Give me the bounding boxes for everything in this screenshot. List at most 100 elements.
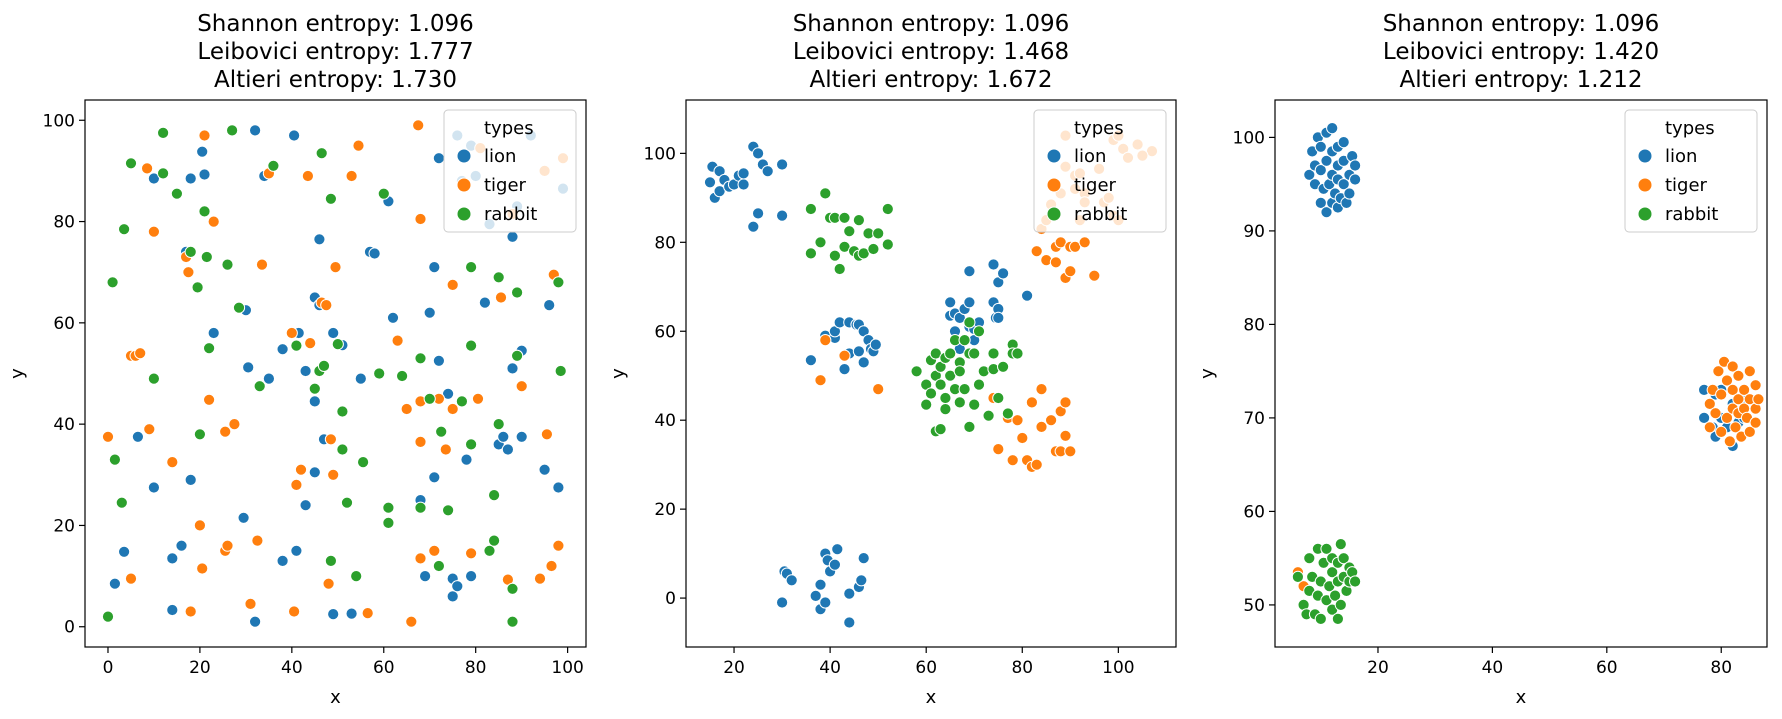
data-point-rabbit bbox=[972, 378, 986, 391]
data-point-lion bbox=[1349, 173, 1362, 186]
data-point-tiger bbox=[361, 607, 374, 620]
data-point-lion bbox=[1698, 411, 1711, 424]
data-point-rabbit bbox=[115, 496, 128, 509]
y-tick-label: 20 bbox=[654, 500, 676, 520]
data-point-lion bbox=[354, 372, 367, 385]
data-point-tiger bbox=[327, 468, 340, 481]
data-point-lion bbox=[506, 362, 519, 375]
y-tick-label: 0 bbox=[665, 589, 676, 609]
data-point-rabbit bbox=[184, 245, 197, 258]
data-point-rabbit bbox=[838, 211, 851, 224]
y-tick-label: 70 bbox=[1243, 409, 1265, 429]
data-point-rabbit bbox=[483, 544, 496, 557]
data-point-rabbit bbox=[1349, 575, 1362, 588]
legend-label-rabbit: rabbit bbox=[484, 204, 537, 225]
legend-label-tiger: tiger bbox=[1665, 175, 1708, 196]
data-point-tiger bbox=[304, 337, 317, 350]
data-point-rabbit bbox=[552, 276, 565, 289]
data-point-rabbit bbox=[881, 238, 894, 251]
x-axis-label: x bbox=[1516, 687, 1527, 708]
data-point-lion bbox=[776, 596, 789, 609]
chart-title-line: Altieri entropy: 1.212 bbox=[1399, 67, 1642, 93]
data-point-lion bbox=[538, 463, 551, 476]
data-point-lion bbox=[423, 306, 436, 319]
data-point-tiger bbox=[1049, 256, 1063, 269]
data-point-lion bbox=[843, 616, 856, 629]
data-point-rabbit bbox=[108, 453, 122, 466]
data-point-tiger bbox=[198, 129, 211, 142]
legend-title: types bbox=[484, 118, 534, 139]
data-point-tiger bbox=[471, 392, 485, 405]
scatter-points bbox=[703, 129, 1159, 629]
data-point-tiger bbox=[1030, 458, 1043, 471]
chart-title-line: Leibovici entropy: 1.420 bbox=[1383, 39, 1659, 65]
data-point-lion bbox=[843, 587, 856, 600]
legend-label-lion: lion bbox=[1074, 146, 1106, 167]
data-point-tiger bbox=[182, 266, 195, 279]
data-point-tiger bbox=[1703, 421, 1716, 434]
data-point-lion bbox=[752, 207, 765, 220]
data-point-rabbit bbox=[226, 124, 239, 137]
data-point-rabbit bbox=[814, 236, 827, 249]
data-point-lion bbox=[147, 172, 160, 185]
x-tick-label: 0 bbox=[103, 658, 114, 678]
legend-marker-lion bbox=[1046, 148, 1062, 164]
data-point-rabbit bbox=[315, 147, 328, 160]
y-axis-label: y bbox=[1197, 368, 1218, 379]
data-point-tiger bbox=[320, 299, 333, 312]
data-point-rabbit bbox=[804, 247, 818, 260]
data-point-tiger bbox=[992, 443, 1005, 456]
data-point-rabbit bbox=[1337, 552, 1350, 565]
data-point-lion bbox=[198, 168, 211, 181]
data-point-tiger bbox=[814, 374, 827, 387]
data-point-rabbit bbox=[488, 489, 501, 502]
data-point-tiger bbox=[1743, 425, 1756, 438]
data-point-rabbit bbox=[968, 347, 981, 360]
data-point-tiger bbox=[405, 615, 418, 628]
y-tick-label: 40 bbox=[53, 415, 75, 435]
legend-marker-rabbit bbox=[1637, 206, 1653, 222]
data-point-tiger bbox=[545, 559, 558, 573]
data-point-lion bbox=[747, 220, 760, 233]
y-tick-label: 50 bbox=[1243, 596, 1265, 616]
data-point-rabbit bbox=[221, 258, 234, 271]
y-tick-label: 100 bbox=[644, 144, 676, 164]
data-point-tiger bbox=[147, 225, 160, 238]
data-point-lion bbox=[166, 603, 179, 617]
data-point-rabbit bbox=[157, 126, 170, 139]
x-tick-label: 20 bbox=[189, 658, 211, 678]
data-point-tiger bbox=[294, 463, 308, 476]
data-point-rabbit bbox=[340, 496, 354, 509]
data-point-lion bbox=[327, 608, 340, 621]
data-point-rabbit bbox=[382, 516, 395, 530]
legend: types lion tiger rabbit bbox=[1033, 109, 1167, 233]
data-point-rabbit bbox=[867, 242, 880, 256]
x-tick-label: 40 bbox=[281, 658, 303, 678]
data-point-rabbit bbox=[423, 392, 436, 405]
x-tick-label: 80 bbox=[465, 658, 487, 678]
data-point-rabbit bbox=[193, 428, 206, 441]
data-point-rabbit bbox=[465, 438, 478, 451]
data-point-rabbit bbox=[492, 271, 505, 284]
data-point-rabbit bbox=[953, 365, 966, 378]
data-point-lion bbox=[785, 574, 798, 587]
data-point-lion bbox=[432, 152, 445, 165]
chart-title-line: Leibovici entropy: 1.777 bbox=[197, 39, 473, 65]
data-point-rabbit bbox=[414, 352, 427, 365]
data-point-rabbit bbox=[982, 409, 995, 422]
data-point-lion bbox=[428, 471, 441, 484]
data-point-rabbit bbox=[819, 187, 832, 200]
data-point-rabbit bbox=[373, 367, 386, 380]
data-point-tiger bbox=[1743, 365, 1756, 378]
data-point-lion bbox=[1303, 168, 1316, 181]
data-point-lion bbox=[1314, 164, 1327, 177]
data-point-rabbit bbox=[1314, 612, 1327, 626]
data-point-tiger bbox=[1035, 383, 1048, 396]
data-point-rabbit bbox=[804, 202, 818, 216]
data-point-lion bbox=[465, 570, 478, 583]
data-point-rabbit bbox=[170, 187, 183, 200]
data-point-rabbit bbox=[968, 398, 981, 411]
data-point-lion bbox=[852, 345, 866, 358]
